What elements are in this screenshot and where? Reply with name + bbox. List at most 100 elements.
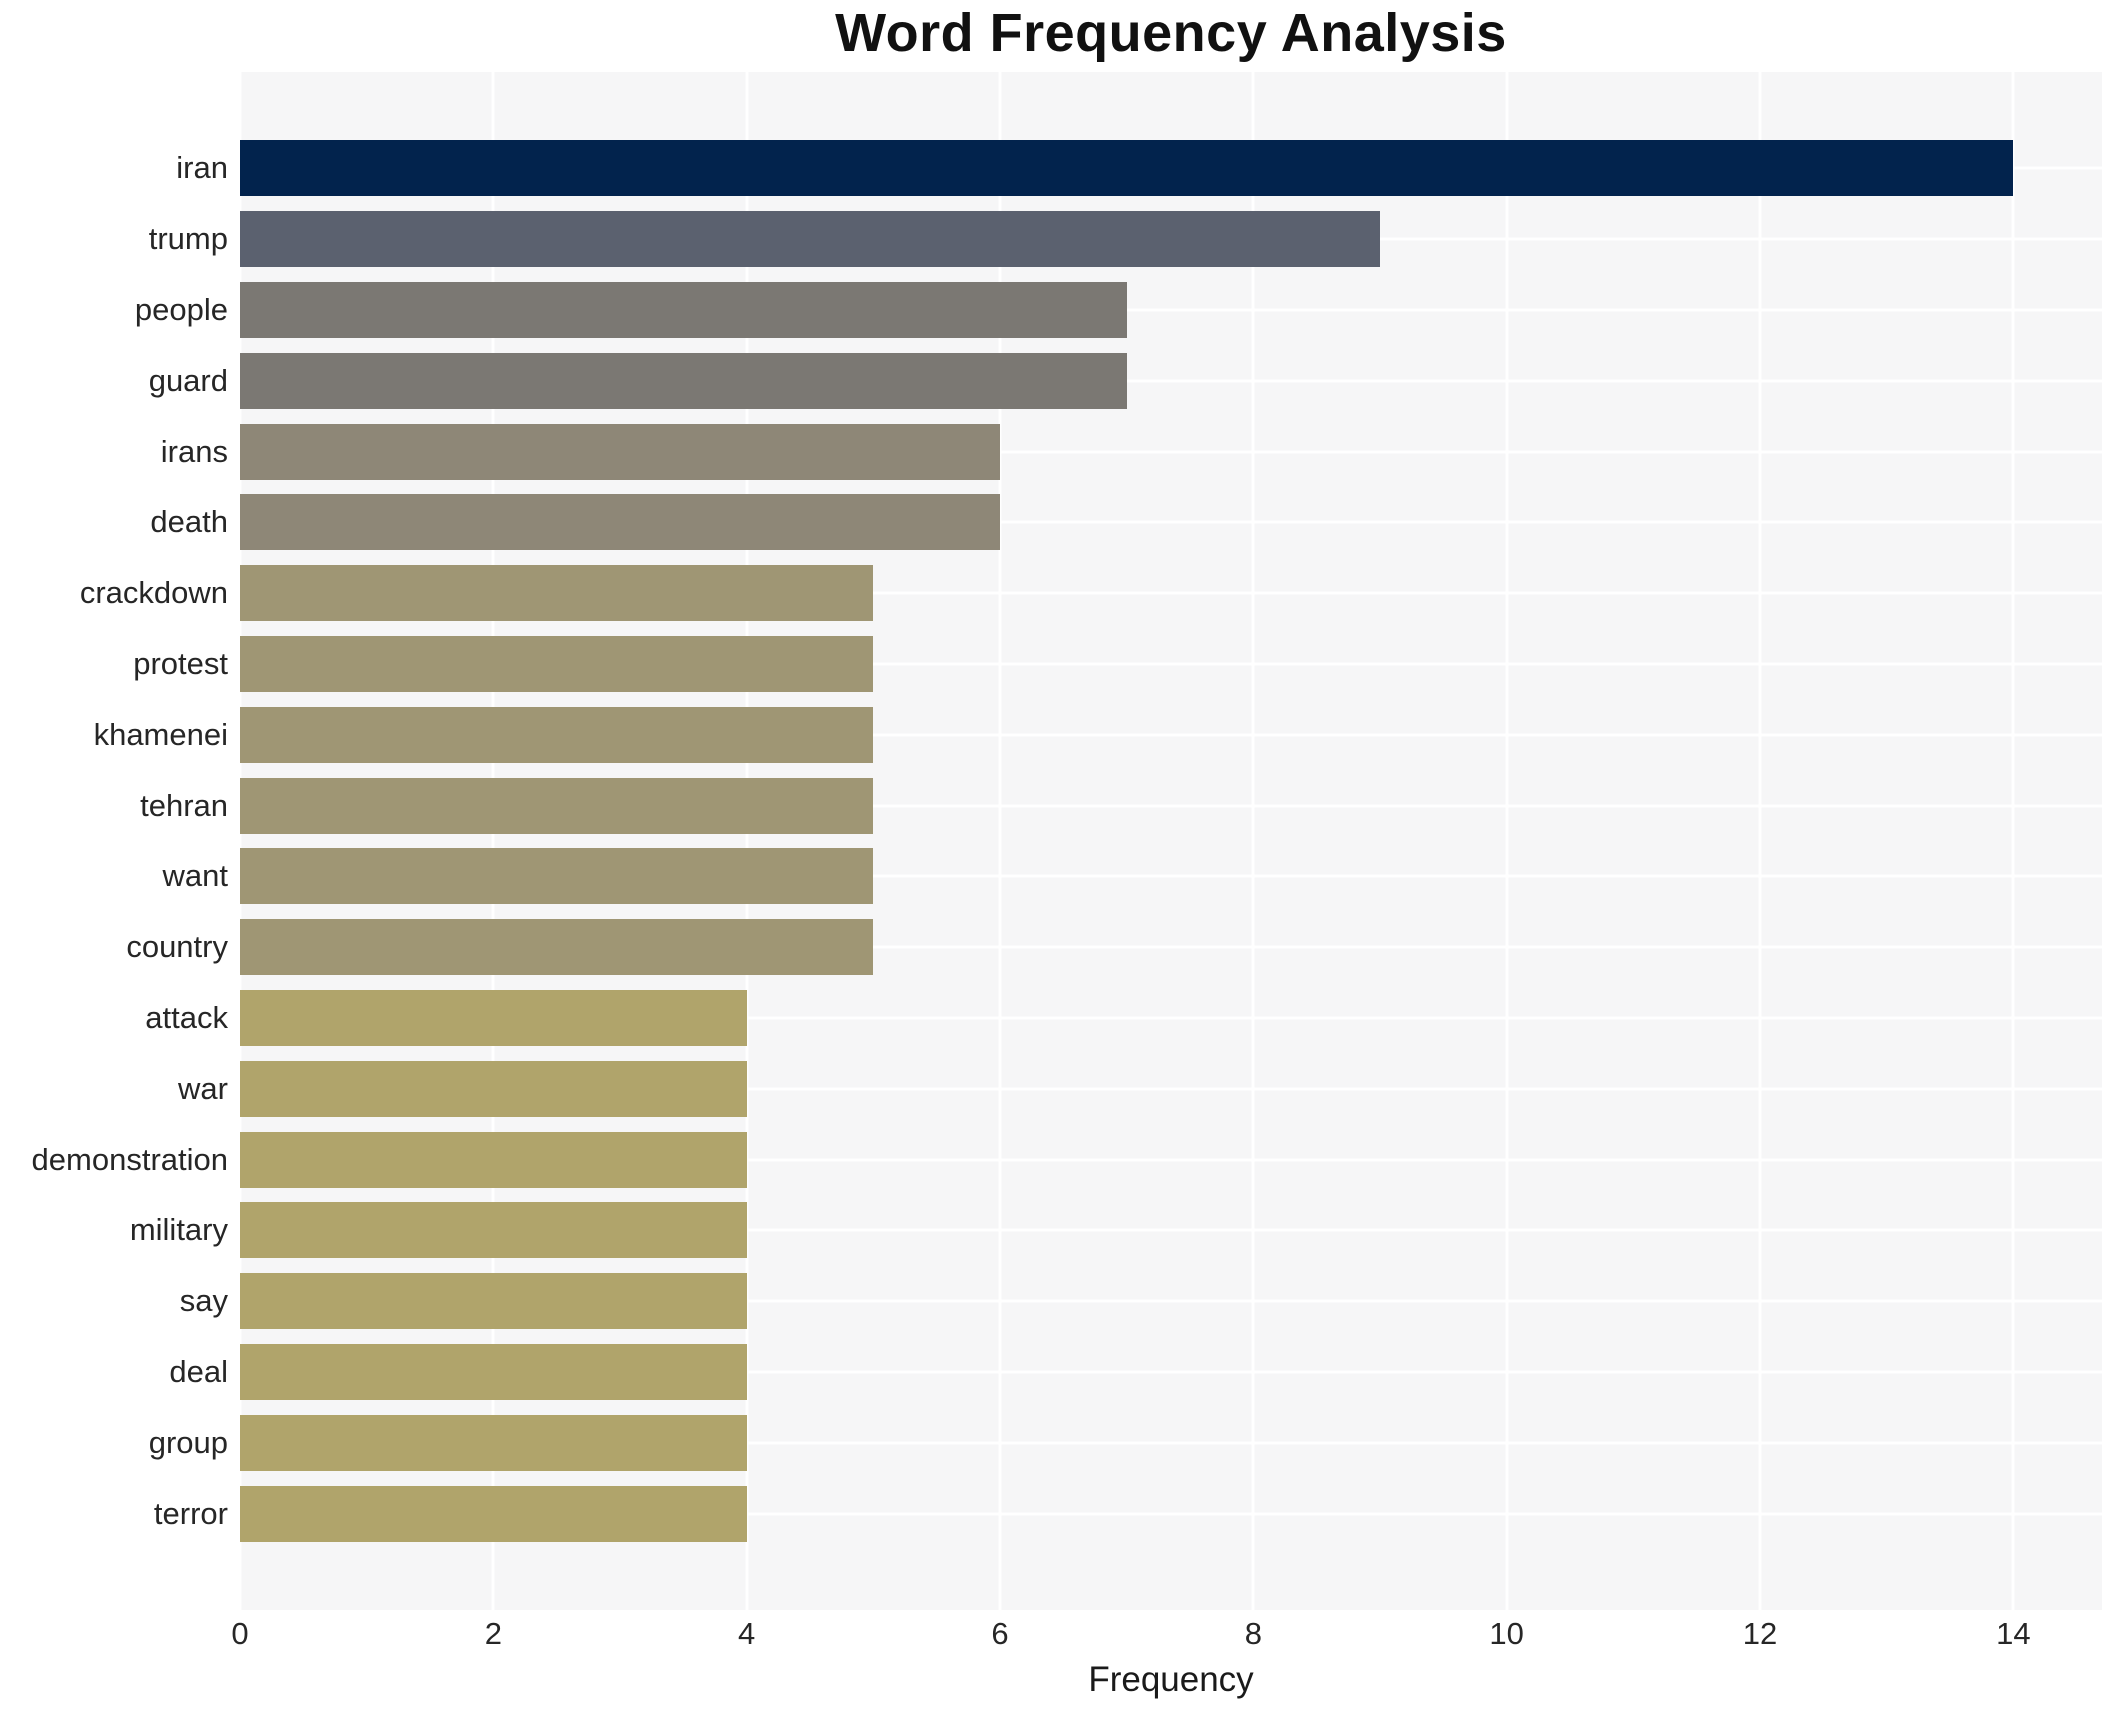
y-gridline xyxy=(240,1370,2102,1374)
bar-row xyxy=(240,1337,2102,1408)
x-gridline xyxy=(1251,72,1255,1610)
bar-people xyxy=(240,281,1127,338)
y-tick-label: want xyxy=(162,858,228,894)
y-gridline xyxy=(240,945,2102,949)
x-gridline xyxy=(238,72,242,1610)
y-tick-label: people xyxy=(134,291,228,327)
y-tick-label: group xyxy=(148,1424,228,1460)
y-axis-labels: iran trump people guard irans death crackdown p… xyxy=(0,133,228,1549)
y-tick-label: khamenei xyxy=(93,716,228,752)
bar-row xyxy=(240,275,2102,346)
bar-row xyxy=(240,204,2102,275)
y-gridline xyxy=(240,1087,2102,1091)
x-tick-label: 8 xyxy=(1244,1616,1262,1651)
y-tick-label: demonstration xyxy=(31,1141,228,1177)
y-tick-label: crackdown xyxy=(79,575,228,611)
bar-attack xyxy=(240,989,747,1046)
x-gridline xyxy=(1758,72,1762,1610)
bar-iran xyxy=(240,140,2014,197)
y-tick-label: trump xyxy=(148,221,228,257)
y-gridline xyxy=(240,1158,2102,1162)
y-gridline xyxy=(240,379,2102,383)
y-tick-label: irans xyxy=(160,433,228,469)
bar-tehran xyxy=(240,777,874,834)
bar-row xyxy=(240,345,2102,416)
y-tick-label: deal xyxy=(169,1353,228,1389)
y-tick-label: military xyxy=(129,1212,228,1248)
bar-row xyxy=(240,558,2102,629)
y-gridline xyxy=(240,591,2102,595)
y-gridline xyxy=(240,1512,2102,1516)
bar-row xyxy=(240,983,2102,1054)
x-axis-title: Frequency xyxy=(1088,1660,1254,1699)
bar-trump xyxy=(240,211,1380,268)
y-gridline xyxy=(240,520,2102,524)
bar-row xyxy=(240,1195,2102,1266)
x-tick-label: 12 xyxy=(1742,1616,1778,1651)
y-gridline xyxy=(240,804,2102,808)
bar-death xyxy=(240,494,1000,551)
bar-country xyxy=(240,919,874,976)
x-tick-label: 2 xyxy=(484,1616,502,1651)
y-tick-label: iran xyxy=(176,150,228,186)
bar-say xyxy=(240,1273,747,1330)
x-axis-ticks: 0 2 4 6 8 10 12 14 xyxy=(231,1616,2102,1656)
chart-title: Word Frequency Analysis xyxy=(835,3,1507,63)
x-tick-label: 4 xyxy=(738,1616,756,1651)
y-gridline xyxy=(240,1299,2102,1303)
y-tick-label: attack xyxy=(145,999,228,1035)
bar-row xyxy=(240,1266,2102,1337)
x-gridline xyxy=(491,72,495,1610)
y-tick-label: tehran xyxy=(140,787,228,823)
y-gridline xyxy=(240,874,2102,878)
bar-row xyxy=(240,1053,2102,1124)
bar-rows xyxy=(240,133,2102,1549)
x-tick-label: 14 xyxy=(1996,1616,2031,1651)
x-gridline xyxy=(998,72,1002,1610)
x-gridline xyxy=(745,72,749,1610)
y-tick-label: terror xyxy=(153,1495,228,1531)
bar-military xyxy=(240,1202,747,1259)
bar-khamenei xyxy=(240,706,874,763)
bar-row xyxy=(240,1478,2102,1549)
bar-protest xyxy=(240,635,874,692)
bar-demonstration xyxy=(240,1131,747,1188)
y-tick-label: death xyxy=(150,504,228,540)
x-tick-label: 0 xyxy=(231,1616,249,1651)
bar-row xyxy=(240,770,2102,841)
bar-deal xyxy=(240,1343,747,1400)
bar-guard xyxy=(240,352,1127,409)
bar-want xyxy=(240,848,874,905)
y-tick-label: say xyxy=(179,1283,228,1319)
x-gridline xyxy=(2011,72,2015,1610)
y-gridline xyxy=(240,308,2102,312)
y-tick-label: guard xyxy=(148,362,228,398)
y-gridline xyxy=(240,450,2102,454)
x-gridline xyxy=(1505,72,1509,1610)
y-gridline xyxy=(240,733,2102,737)
bar-terror xyxy=(240,1485,747,1542)
bar-crackdown xyxy=(240,565,874,622)
bar-irans xyxy=(240,423,1000,480)
bar-row xyxy=(240,1407,2102,1478)
y-tick-label: country xyxy=(126,929,228,965)
bar-row xyxy=(240,487,2102,558)
bar-row xyxy=(240,416,2102,487)
plot-area xyxy=(238,72,2102,1610)
bar-group xyxy=(240,1414,747,1471)
bar-row xyxy=(240,841,2102,912)
y-tick-label: war xyxy=(178,1070,228,1106)
y-gridline xyxy=(240,1228,2102,1232)
x-tick-label: 6 xyxy=(991,1616,1009,1651)
bar-row xyxy=(240,629,2102,700)
x-tick-label: 10 xyxy=(1489,1616,1524,1651)
bar-row xyxy=(240,699,2102,770)
bar-row xyxy=(240,133,2102,204)
y-tick-label: protest xyxy=(133,645,228,681)
bar-row xyxy=(240,912,2102,983)
y-gridline xyxy=(240,662,2102,666)
bar-war xyxy=(240,1060,747,1117)
bar-row xyxy=(240,1124,2102,1195)
y-gridline xyxy=(240,1441,2102,1445)
